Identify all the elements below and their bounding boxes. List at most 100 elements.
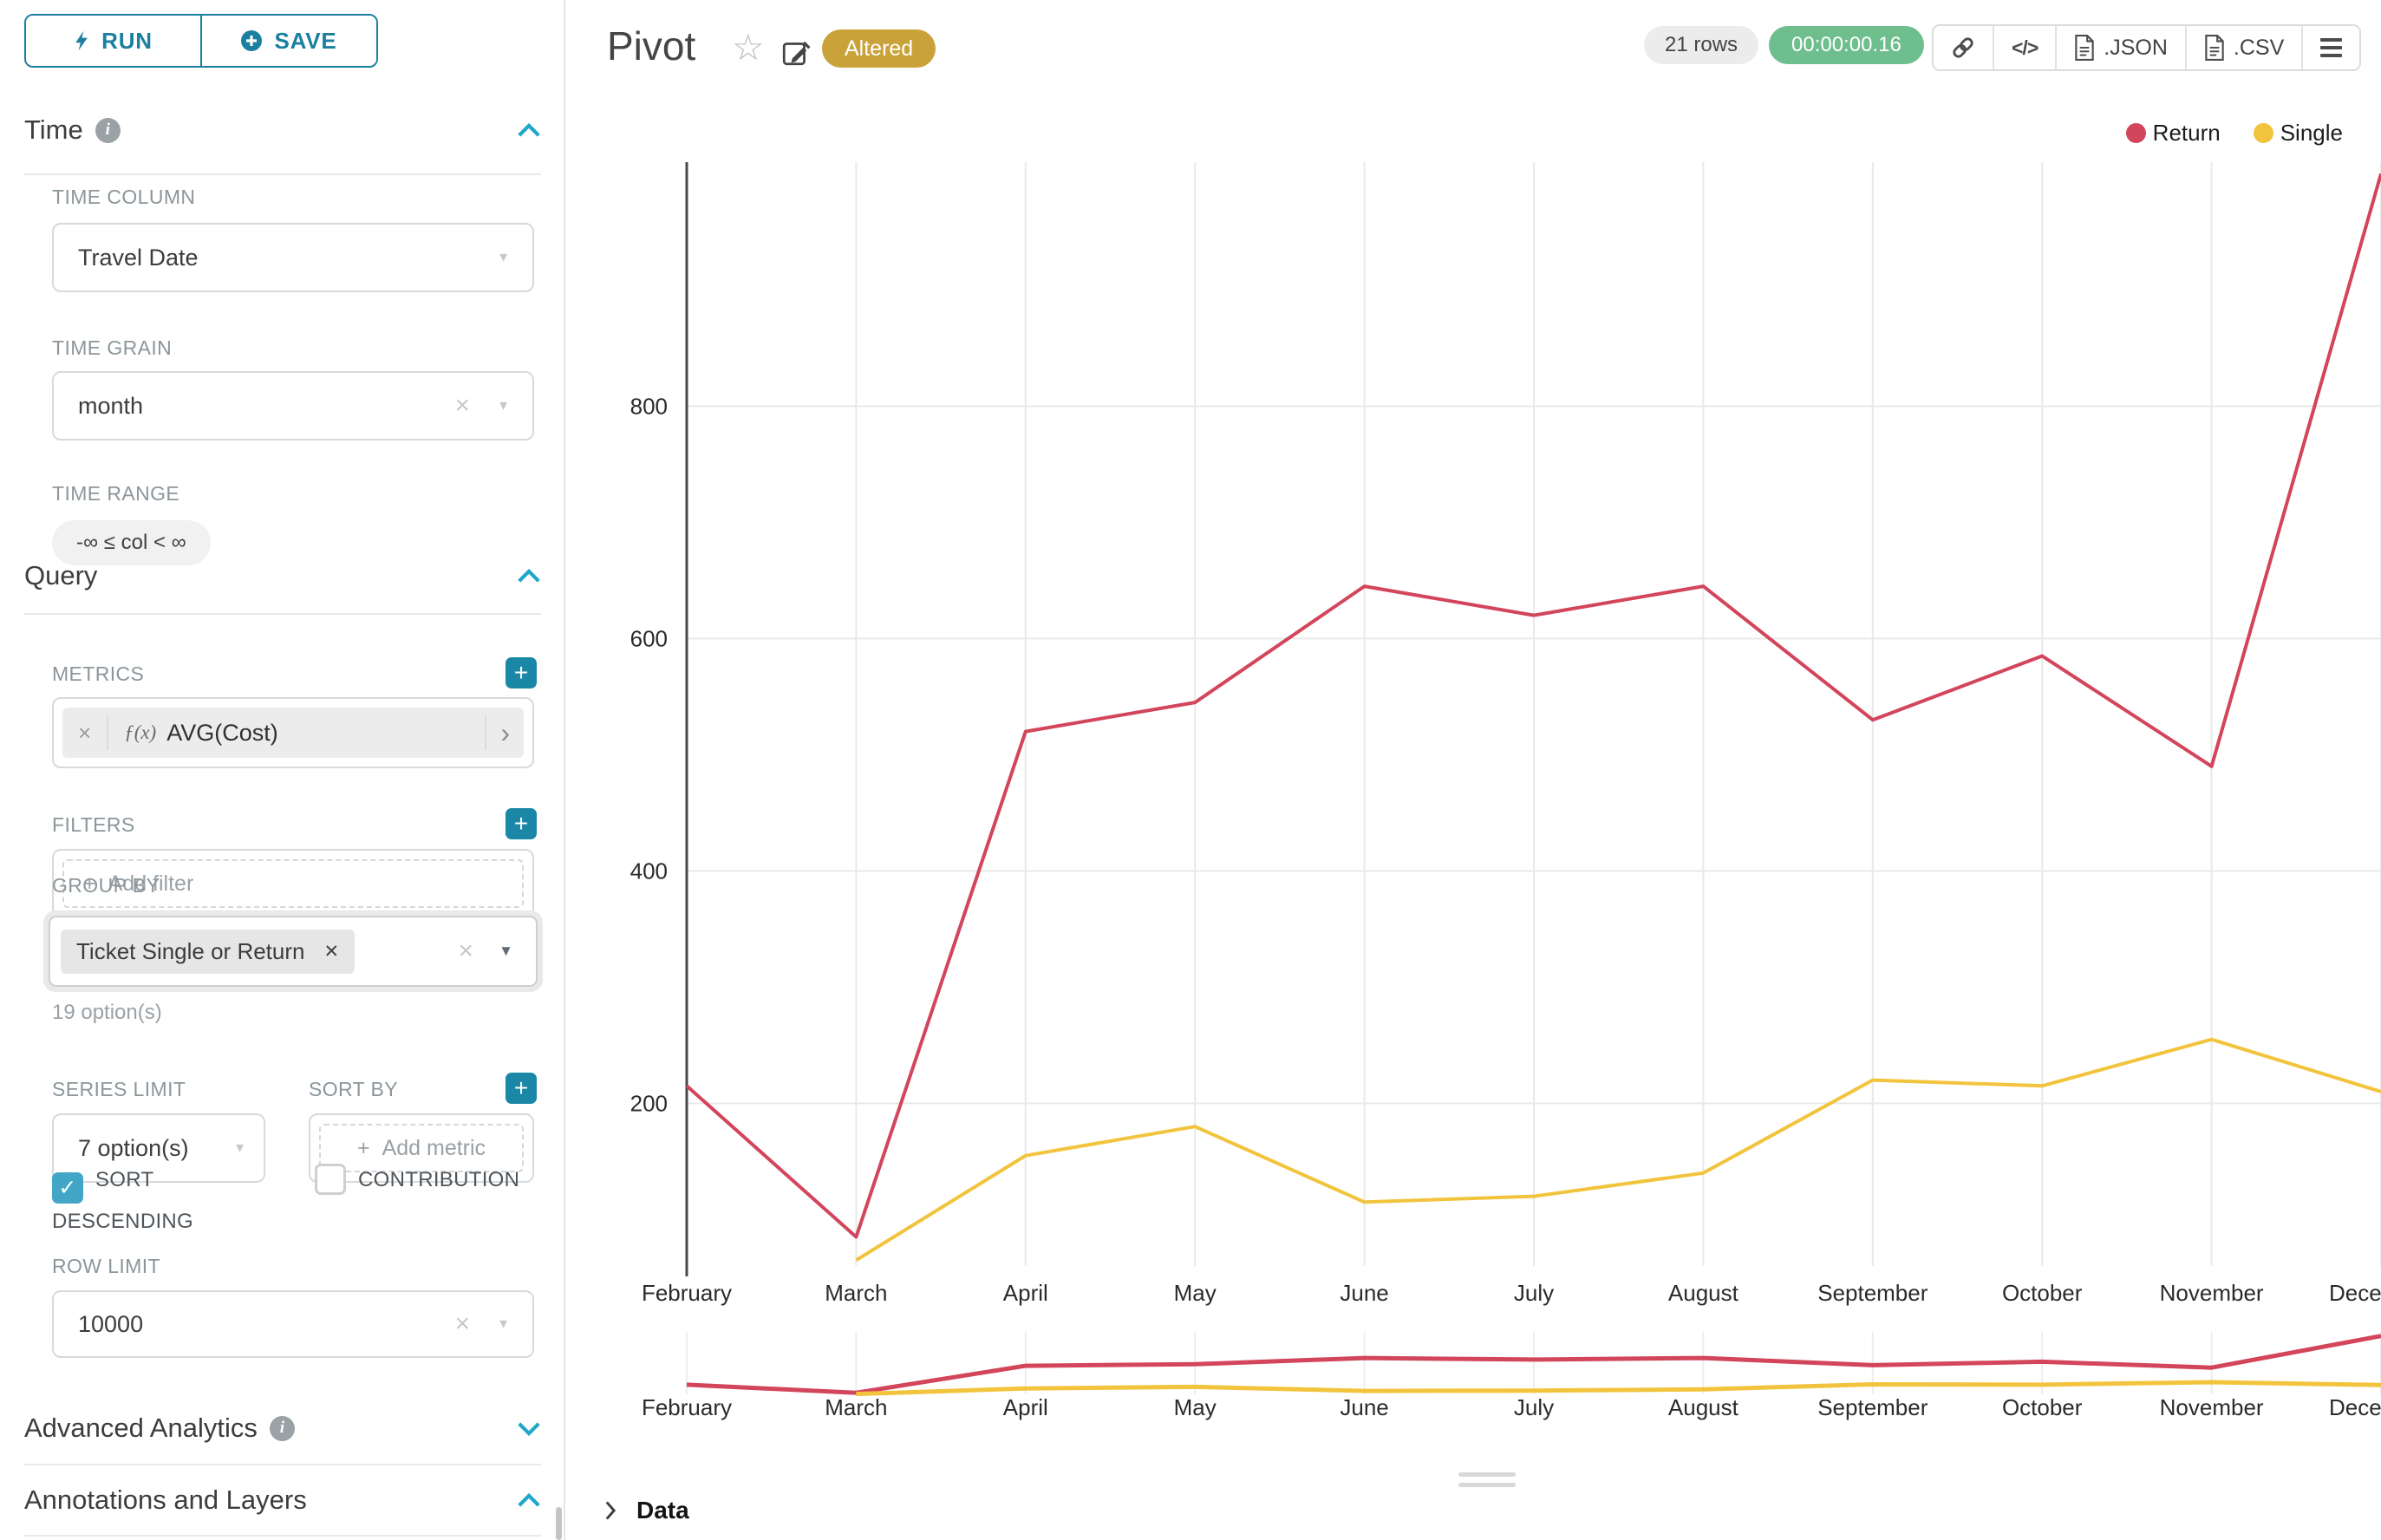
group-by-select[interactable]: Ticket Single or Return ✕ × ▼ — [43, 910, 543, 992]
svg-text:July: July — [1514, 1394, 1554, 1420]
main-chart-series[interactable] — [685, 173, 2381, 1263]
svg-text:March: March — [825, 1394, 887, 1420]
svg-text:August: August — [1668, 1280, 1739, 1306]
metrics-container: × ƒ(x) AVG(Cost) › — [52, 697, 534, 768]
series-limit-select[interactable]: 7 option(s) ▼ — [52, 1113, 265, 1183]
sort-by-container: + Add metric — [309, 1113, 534, 1183]
section-header-query[interactable]: Query — [24, 557, 541, 595]
export-json-button[interactable]: .JSON — [2055, 26, 2185, 69]
chevron-up-icon[interactable] — [517, 568, 541, 584]
svg-text:December: December — [2329, 1394, 2381, 1420]
legend-item-single[interactable]: Single — [2253, 120, 2343, 147]
contribution-checkbox[interactable]: ✓ — [315, 1164, 346, 1195]
chart-legend: Return Single — [2125, 120, 2343, 147]
chevron-down-icon[interactable] — [517, 1421, 541, 1436]
divider — [24, 613, 541, 615]
clear-icon[interactable]: × — [454, 391, 470, 420]
divider — [24, 1535, 541, 1537]
mini-series-line-single — [856, 1380, 2381, 1397]
link-icon — [1953, 37, 1973, 58]
mini-series-line-return — [686, 1334, 2381, 1395]
row-count-badge: 21 rows — [1644, 26, 1759, 64]
mini-chart[interactable]: February March April May June July August Septe… — [642, 1332, 2381, 1420]
view-query-button[interactable]: </> — [1993, 26, 2055, 69]
remove-metric-icon[interactable]: × — [78, 719, 92, 746]
sort-descending-checkbox[interactable]: ✓ — [52, 1172, 83, 1204]
row-limit-select[interactable]: 10000 × ▼ — [52, 1290, 534, 1358]
metric-pill[interactable]: × ƒ(x) AVG(Cost) › — [62, 708, 524, 758]
data-panel-toggle[interactable]: Data — [603, 1497, 689, 1524]
clear-icon[interactable]: × — [454, 1309, 470, 1338]
time-grain-value: month — [78, 392, 144, 419]
export-button-group: </> .JSON .CSV — [1932, 24, 2362, 71]
chart-title: Pivot — [607, 23, 696, 69]
svg-text:April: April — [1003, 1394, 1048, 1420]
add-sort-metric-button[interactable]: + — [506, 1073, 537, 1104]
edit-properties-icon[interactable] — [780, 36, 812, 72]
svg-text:October: October — [2002, 1280, 2083, 1306]
series-line-single — [855, 1037, 2381, 1263]
altered-badge[interactable]: Altered — [822, 29, 936, 68]
svg-text:June: June — [1340, 1394, 1388, 1420]
chevron-right-icon[interactable]: › — [500, 716, 510, 748]
favorite-star-icon[interactable]: ☆ — [732, 27, 765, 68]
section-header-advanced-analytics[interactable]: Advanced Analytics i — [24, 1409, 541, 1447]
time-grain-select[interactable]: month × ▼ — [52, 371, 534, 440]
save-button[interactable]: SAVE — [200, 16, 376, 66]
section-header-annotations[interactable]: Annotations and Layers — [24, 1481, 541, 1519]
add-filter-dropzone[interactable]: + Add filter — [62, 859, 524, 908]
clear-icon[interactable]: × — [458, 936, 473, 965]
section-header-time[interactable]: Time i — [24, 111, 541, 149]
svg-text:August: August — [1668, 1394, 1739, 1420]
time-range-pill[interactable]: -∞ ≤ col < ∞ — [52, 520, 211, 565]
time-column-select[interactable]: Travel Date ▼ — [52, 223, 534, 292]
section-title: Advanced Analytics — [24, 1413, 258, 1443]
add-sort-metric-dropzone[interactable]: + Add metric — [319, 1124, 524, 1172]
fx-icon: ƒ(x) — [124, 721, 157, 743]
series-limit-value: 7 option(s) — [78, 1134, 189, 1161]
more-options-button[interactable] — [2301, 26, 2359, 69]
time-range-label: TIME RANGE — [52, 482, 180, 505]
add-metric-button[interactable]: + — [506, 657, 537, 688]
row-limit-label: ROW LIMIT — [52, 1255, 160, 1277]
json-file-icon — [2075, 35, 2094, 61]
panel-resize-handle[interactable] — [1458, 1472, 1516, 1487]
caret-down-icon: ▼ — [497, 398, 510, 414]
legend-item-return[interactable]: Return — [2125, 120, 2221, 147]
metrics-label: METRICS — [52, 662, 145, 685]
group-by-tag[interactable]: Ticket Single or Return ✕ — [61, 929, 356, 974]
export-csv-button[interactable]: .CSV — [2184, 26, 2301, 69]
remove-tag-icon[interactable]: ✕ — [323, 941, 340, 962]
run-label: RUN — [101, 27, 153, 54]
add-filter-label: Add filter — [108, 871, 194, 896]
svg-text:September: September — [1817, 1394, 1928, 1420]
plus-icon: + — [356, 1135, 370, 1160]
chevron-up-icon[interactable] — [517, 1492, 541, 1508]
run-button[interactable]: RUN — [26, 16, 200, 66]
tag-label: Ticket Single or Return — [76, 937, 305, 964]
info-icon: i — [95, 117, 121, 143]
svg-text:March: March — [825, 1280, 887, 1306]
section-title: Query — [24, 560, 98, 591]
legend-label: Single — [2280, 120, 2343, 146]
caret-down-icon: ▼ — [497, 1316, 510, 1332]
save-label: SAVE — [274, 27, 337, 54]
svg-text:July: July — [1514, 1280, 1554, 1306]
plus-icon: + — [83, 871, 96, 896]
legend-dot — [2253, 123, 2273, 143]
share-link-button[interactable] — [1934, 26, 1993, 69]
series-limit-label: SERIES LIMIT — [52, 1078, 186, 1100]
chevron-up-icon[interactable] — [517, 122, 541, 138]
contribution-checkbox-row[interactable]: ✓ CONTRIBUTION — [315, 1162, 540, 1198]
time-column-value: Travel Date — [78, 244, 199, 271]
section-title: Time — [24, 114, 83, 145]
caret-down-icon: ▼ — [233, 1140, 246, 1156]
contribution-label: CONTRIBUTION — [358, 1168, 520, 1191]
sort-descending-checkbox-row[interactable]: ✓ SORT DESCENDING — [52, 1162, 271, 1240]
scrollbar-thumb[interactable] — [556, 1507, 562, 1540]
add-filter-button[interactable]: + — [506, 808, 537, 839]
query-timer-badge: 00:00:00.16 — [1769, 26, 1924, 64]
svg-text:October: October — [2002, 1394, 2083, 1420]
